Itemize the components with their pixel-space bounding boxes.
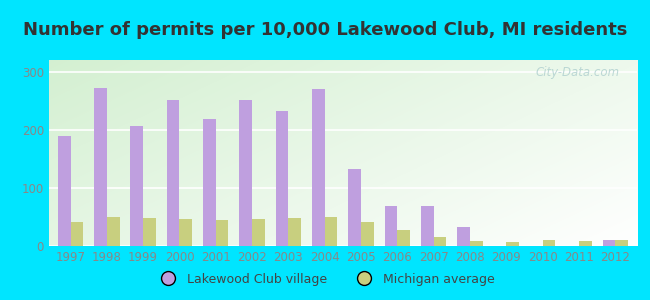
Bar [397,230,410,246]
Bar [543,240,555,246]
Bar [434,237,447,246]
Bar [506,242,519,246]
Bar [312,89,325,246]
Bar [603,240,615,246]
Text: City-Data.com: City-Data.com [535,66,619,79]
Bar [58,136,71,246]
Bar [385,206,397,246]
Bar [179,219,192,246]
Bar [421,206,434,246]
Bar [289,218,301,246]
Bar [203,119,216,246]
Legend: Lakewood Club village, Michigan average: Lakewood Club village, Michigan average [150,268,500,291]
Bar [167,100,179,246]
Text: Number of permits per 10,000 Lakewood Club, MI residents: Number of permits per 10,000 Lakewood Cl… [23,21,627,39]
Bar [252,219,265,246]
Bar [615,240,628,246]
Bar [239,100,252,246]
Bar [579,241,592,246]
Bar [94,88,107,246]
Bar [325,217,337,246]
Bar [470,241,483,246]
Bar [348,169,361,246]
Bar [143,218,156,246]
Bar [131,126,143,246]
Bar [276,111,289,246]
Bar [457,227,470,246]
Bar [216,220,229,246]
Bar [361,222,374,246]
Bar [107,217,120,246]
Bar [71,222,83,246]
